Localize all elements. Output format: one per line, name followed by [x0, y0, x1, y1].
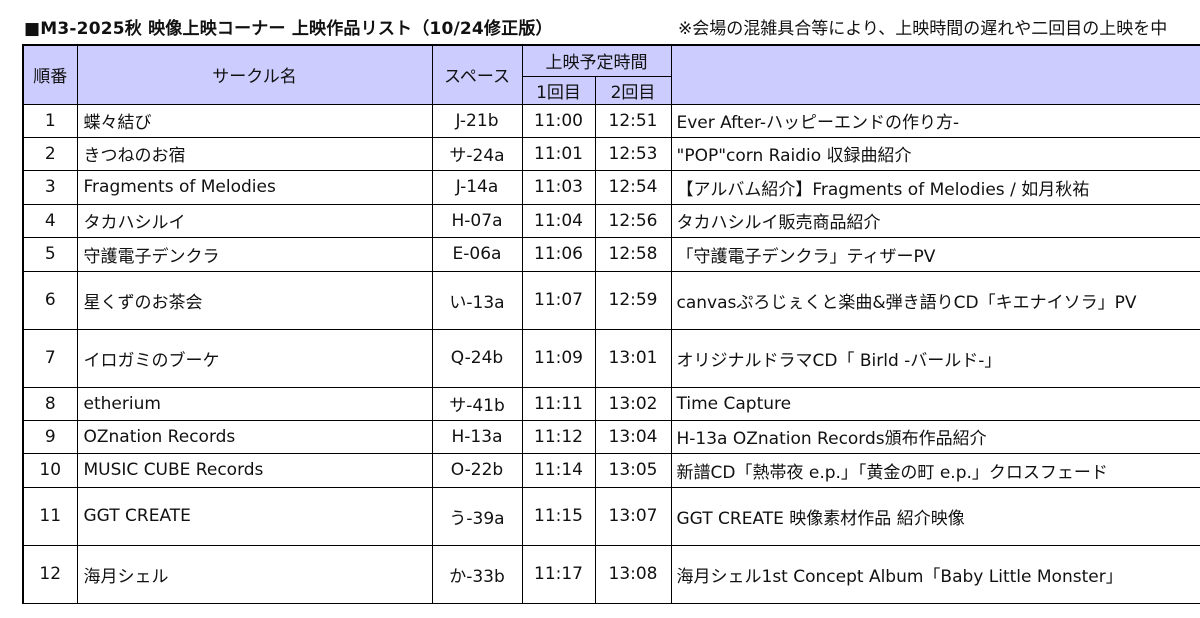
cell-work-title: canvasぷろじぇくと楽曲&弾き語りCD「キエナイソラ」PV [670, 270, 1200, 330]
cell-order: 6 [22, 270, 78, 330]
cell-circle-name: MUSIC CUBE Records [76, 452, 433, 488]
table-row: 1 蝶々結び J-21b 11:00 12:51 Ever After-ハッピーエンドの作… [22, 103, 1200, 138]
table-row: 4 タカハシルイ H-07a 11:04 12:56 タカハシルイ販売商品紹介 [22, 203, 1200, 238]
cell-second-time: 12:54 [594, 169, 672, 205]
cell-first-time: 11:03 [521, 169, 596, 205]
cell-work-title: 【アルバム紹介】Fragments of Melodies / 如月秋祐 [670, 169, 1200, 205]
cell-space: い-13a [431, 270, 523, 330]
header-space: スペース [431, 44, 523, 105]
document-note: ※会場の混雑具合等により、上映時間の遅れや二回目の上映を中 [678, 19, 1168, 39]
table-row: 6 星くずのお茶会 い-13a 11:07 12:59 canvasぷろじぇくと楽曲&弾き… [22, 270, 1200, 330]
cell-first-time: 11:17 [521, 544, 596, 604]
cell-space: J-14a [431, 169, 523, 205]
cell-order: 12 [22, 544, 78, 604]
cell-work-title: 新譜CD「熱帯夜 e.p.」「黄金の町 e.p.」クロスフェード [670, 452, 1200, 488]
cell-second-time: 12:51 [594, 103, 672, 138]
cell-first-time: 11:00 [521, 103, 596, 138]
cell-space: か-33b [431, 544, 523, 604]
cell-space: J-21b [431, 103, 523, 138]
cell-first-time: 11:11 [521, 386, 596, 421]
header-schedule: 上映予定時間 [521, 44, 672, 77]
cell-space: う-39a [431, 486, 523, 546]
cell-work-title: 「守護電子デンクラ」ティザーPV [670, 236, 1200, 272]
title-bar: ■M3-2025秋 映像上映コーナー 上映作品リスト（10/24修正版） ※会場… [0, 0, 1200, 44]
header-first-showing: 1回目 [521, 75, 596, 105]
table-row: 12 海月シェル か-33b 11:17 13:08 海月シェル1st Concept A… [22, 544, 1200, 604]
cell-circle-name: 海月シェル [76, 544, 433, 604]
cell-circle-name: GGT CREATE [76, 486, 433, 546]
table-row: 10 MUSIC CUBE Records O-22b 11:14 13:05 新譜CD「… [22, 452, 1200, 488]
cell-second-time: 12:59 [594, 270, 672, 330]
cell-space: Q-24b [431, 328, 523, 388]
table-row: 9 OZnation Records H-13a 11:12 13:04 H-13a OZ… [22, 419, 1200, 454]
cell-space: O-22b [431, 452, 523, 488]
cell-circle-name: イロガミのブーケ [76, 328, 433, 388]
cell-order: 11 [22, 486, 78, 546]
cell-second-time: 12:53 [594, 136, 672, 171]
table-row: 7 イロガミのブーケ Q-24b 11:09 13:01 オリジナルドラマCD「 Birl… [22, 328, 1200, 388]
cell-circle-name: 星くずのお茶会 [76, 270, 433, 330]
cell-order: 9 [22, 419, 78, 454]
cell-space: E-06a [431, 236, 523, 272]
cell-work-title: Time Capture [670, 386, 1200, 421]
cell-order: 8 [22, 386, 78, 421]
screening-list-table: 順番 サークル名 スペース 上映予定時間 1回目 2回目 1 蝶々結び J-21b 1… [22, 44, 1200, 604]
table-row: 5 守護電子デンクラ E-06a 11:06 12:58 「守護電子デンクラ」ティザーPV [22, 236, 1200, 272]
cell-second-time: 13:02 [594, 386, 672, 421]
cell-circle-name: OZnation Records [76, 419, 433, 454]
cell-work-title: GGT CREATE 映像素材作品 紹介映像 [670, 486, 1200, 546]
cell-space: H-07a [431, 203, 523, 238]
table-row: 2 きつねのお宿 サ-24a 11:01 12:53 "POP"corn Raidio 収… [22, 136, 1200, 171]
cell-work-title: "POP"corn Raidio 収録曲紹介 [670, 136, 1200, 171]
cell-order: 5 [22, 236, 78, 272]
cell-second-time: 13:04 [594, 419, 672, 454]
cell-space: サ-24a [431, 136, 523, 171]
cell-circle-name: 守護電子デンクラ [76, 236, 433, 272]
cell-work-title: タカハシルイ販売商品紹介 [670, 203, 1200, 238]
cell-circle-name: 蝶々結び [76, 103, 433, 138]
cell-order: 1 [22, 103, 78, 138]
cell-space: サ-41b [431, 386, 523, 421]
document-title: ■M3-2025秋 映像上映コーナー 上映作品リスト（10/24修正版） [24, 19, 553, 39]
cell-first-time: 11:14 [521, 452, 596, 488]
cell-order: 2 [22, 136, 78, 171]
table-row: 8 etherium サ-41b 11:11 13:02 Time Capture [22, 386, 1200, 421]
header-circle-name: サークル名 [76, 44, 433, 105]
cell-circle-name: タカハシルイ [76, 203, 433, 238]
cell-order: 10 [22, 452, 78, 488]
cell-circle-name: きつねのお宿 [76, 136, 433, 171]
cell-work-title: 海月シェル1st Concept Album「Baby Little Monst… [670, 544, 1200, 604]
cell-first-time: 11:06 [521, 236, 596, 272]
header-order: 順番 [22, 44, 78, 105]
cell-first-time: 11:12 [521, 419, 596, 454]
header-title [670, 44, 1200, 105]
cell-first-time: 11:15 [521, 486, 596, 546]
cell-order: 3 [22, 169, 78, 205]
cell-order: 4 [22, 203, 78, 238]
cell-second-time: 13:05 [594, 452, 672, 488]
table-row: 3 Fragments of Melodies J-14a 11:03 12:54 【アル… [22, 169, 1200, 205]
cell-work-title: オリジナルドラマCD「 Birld -バールド-」 [670, 328, 1200, 388]
cell-circle-name: etherium [76, 386, 433, 421]
cell-circle-name: Fragments of Melodies [76, 169, 433, 205]
cell-first-time: 11:01 [521, 136, 596, 171]
cell-second-time: 13:07 [594, 486, 672, 546]
cell-order: 7 [22, 328, 78, 388]
table-row: 11 GGT CREATE う-39a 11:15 13:07 GGT CREATE 映像… [22, 486, 1200, 546]
header-second-showing: 2回目 [594, 75, 672, 105]
cell-first-time: 11:09 [521, 328, 596, 388]
cell-second-time: 13:08 [594, 544, 672, 604]
table-body: 1 蝶々結び J-21b 11:00 12:51 Ever After-ハッピーエンドの作… [22, 103, 1200, 604]
cell-space: H-13a [431, 419, 523, 454]
cell-second-time: 13:01 [594, 328, 672, 388]
cell-work-title: H-13a OZnation Records頒布作品紹介 [670, 419, 1200, 454]
cell-first-time: 11:07 [521, 270, 596, 330]
cell-second-time: 12:56 [594, 203, 672, 238]
cell-first-time: 11:04 [521, 203, 596, 238]
cell-work-title: Ever After-ハッピーエンドの作り方- [670, 103, 1200, 138]
cell-second-time: 12:58 [594, 236, 672, 272]
